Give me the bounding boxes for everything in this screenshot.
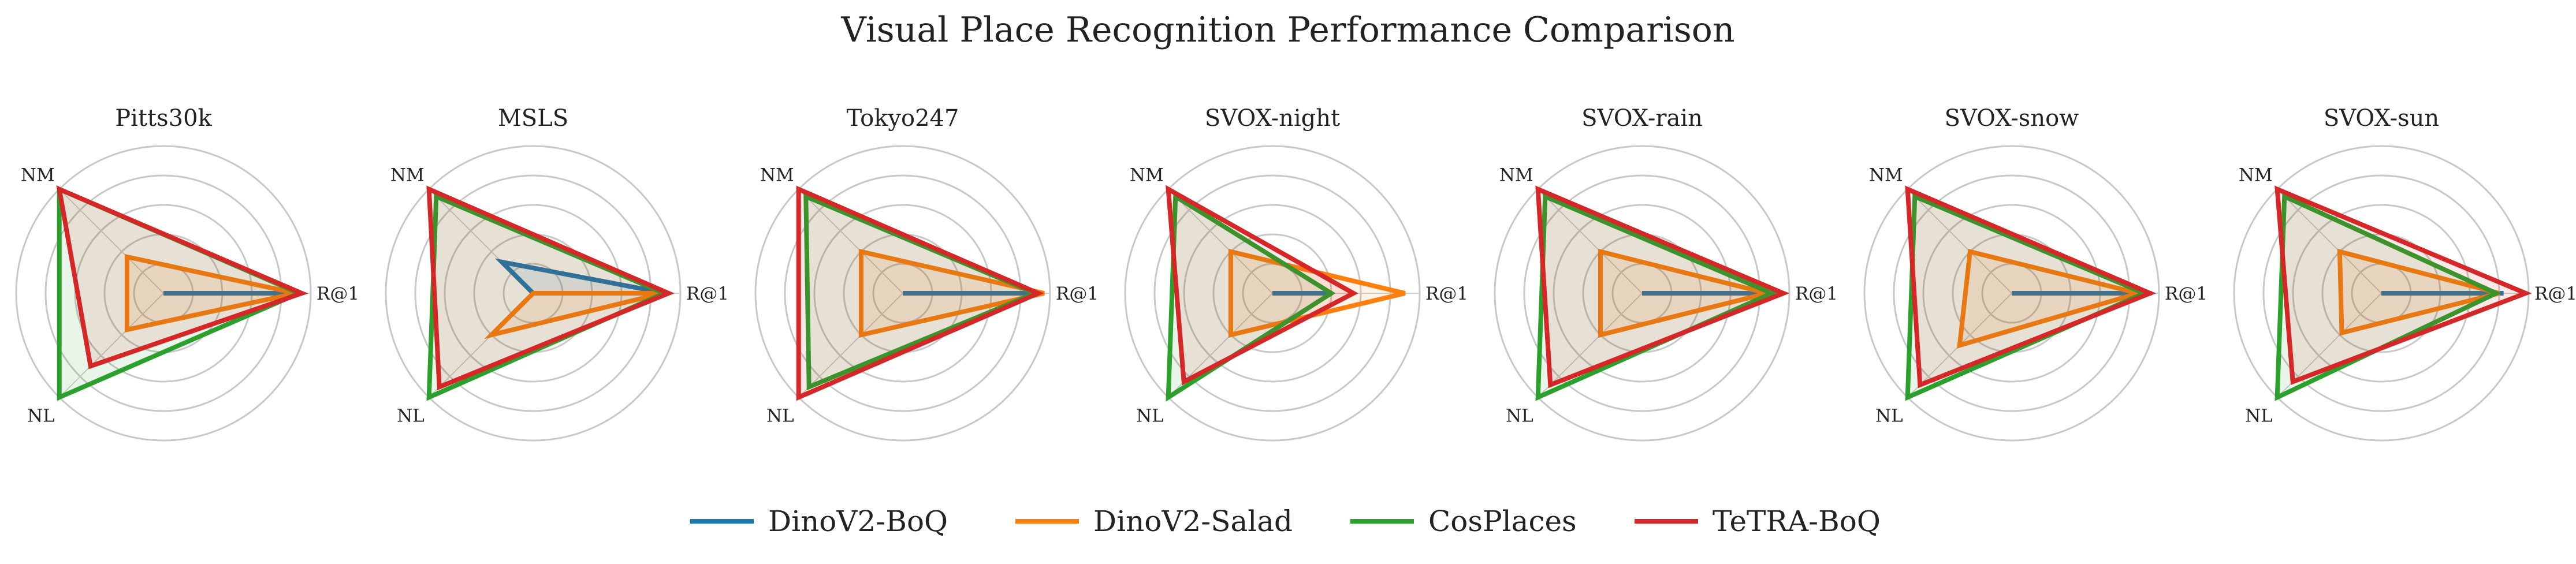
series-tetra-boq-polygon	[1905, 185, 2157, 389]
axis-label-r-1: R@1	[1795, 283, 1838, 304]
axis-spoke	[1907, 188, 2012, 294]
panel-title: SVOX-sun	[2324, 105, 2439, 132]
axis-label-nm: NM	[1499, 165, 1533, 186]
series-dinov2-salad-polygon	[858, 248, 1045, 338]
legend: DinoV2-BoQ DinoV2-Salad CosPlaces TeTRA-BoQ	[690, 505, 1881, 538]
series-tetra-boq-polygon	[1535, 185, 1790, 389]
panel-svox-rain: SVOX-rain R@1 NM NL	[1494, 105, 1838, 442]
axis-label-nm: NM	[21, 165, 55, 186]
panel-svox-snow: SVOX-snow R@1 NM NL	[1863, 105, 2208, 442]
series-cosplaces-polygon	[1905, 193, 2150, 401]
panel-title: SVOX-night	[1205, 105, 1340, 132]
series-dinov2-salad-polygon	[1598, 248, 1768, 338]
axis-label-nl: NL	[1506, 405, 1533, 426]
series-tetra-boq-polygon	[1166, 185, 1358, 386]
series-dinov2-salad-polygon	[483, 291, 664, 339]
axis-label-nl: NL	[2245, 405, 2273, 426]
panel-title: MSLS	[498, 105, 568, 132]
axis-label-r-1: R@1	[1425, 283, 1468, 304]
axis-label-r-1: R@1	[1056, 283, 1099, 304]
axis-label-nl: NL	[766, 405, 794, 426]
legend-entry-tetra-boq: TeTRA-BoQ	[1635, 505, 1881, 538]
series-dinov2-salad-polygon	[124, 253, 297, 333]
legend-entry-cosplaces: CosPlaces	[1350, 505, 1577, 538]
panel-msls: MSLS R@1 NM NL	[385, 105, 729, 442]
axis-spoke	[798, 293, 903, 398]
axis-spoke	[58, 293, 164, 398]
axis-label-r-1: R@1	[686, 283, 729, 304]
axis-label-nl: NL	[397, 405, 425, 426]
series-tetra-boq-polygon	[426, 185, 675, 391]
panel-title: SVOX-snow	[1945, 105, 2079, 132]
panel-title: Pitts30k	[115, 105, 212, 132]
panel-svox-night: SVOX-night R@1 NM NL	[1124, 105, 1468, 442]
axis-label-r-1: R@1	[2534, 283, 2576, 304]
series-tetra-boq-polygon	[56, 185, 308, 369]
legend-entry-dinov2-boq: DinoV2-BoQ	[690, 505, 948, 538]
axis-label-nm: NM	[1130, 165, 1164, 186]
legend-label: DinoV2-Salad	[1093, 505, 1293, 538]
series-tetra-boq-polygon	[796, 185, 1044, 401]
legend-label: DinoV2-BoQ	[768, 505, 948, 538]
axis-label-nm: NM	[1869, 165, 1903, 186]
series-cosplaces-polygon	[803, 193, 1041, 391]
legend-entry-dinov2-salad: DinoV2-Salad	[1015, 505, 1293, 538]
radar-panels: Pitts30k R@1 NM NL MSLS R@1 NM NL Tokyo247 R@1 NM N…	[15, 105, 2576, 442]
axis-label-nm: NM	[2239, 165, 2273, 186]
axis-label-nl: NL	[27, 405, 55, 426]
panel-svox-sun: SVOX-sun R@1 NM NL	[2233, 105, 2576, 442]
axis-spoke	[1537, 188, 1643, 294]
series-dinov2-salad-polygon	[1957, 248, 2147, 349]
axis-label-r-1: R@1	[317, 283, 359, 304]
axis-label-nm: NM	[760, 165, 794, 186]
series-tetra-boq-polygon	[2275, 185, 2532, 385]
axis-spoke	[1537, 293, 1643, 398]
axis-label-nl: NL	[1136, 405, 1164, 426]
panel-tokyo247: Tokyo247 R@1 NM NL	[754, 105, 1099, 442]
axis-spoke	[58, 188, 164, 294]
legend-label: TeTRA-BoQ	[1713, 505, 1881, 538]
axis-spoke	[2276, 188, 2382, 294]
series-dinov2-salad-polygon	[2337, 248, 2500, 336]
axis-label-r-1: R@1	[2165, 283, 2208, 304]
axis-spoke	[1167, 188, 1273, 294]
figure-title: Visual Place Recognition Performance Com…	[840, 10, 1734, 50]
panel-title: Tokyo247	[847, 105, 959, 132]
axis-spoke	[798, 188, 903, 294]
legend-label: CosPlaces	[1428, 505, 1577, 538]
axis-label-nm: NM	[390, 165, 425, 186]
axis-label-nl: NL	[1875, 405, 1903, 426]
panel-title: SVOX-rain	[1581, 105, 1703, 132]
panel-pitts30k: Pitts30k R@1 NM NL	[15, 105, 359, 442]
